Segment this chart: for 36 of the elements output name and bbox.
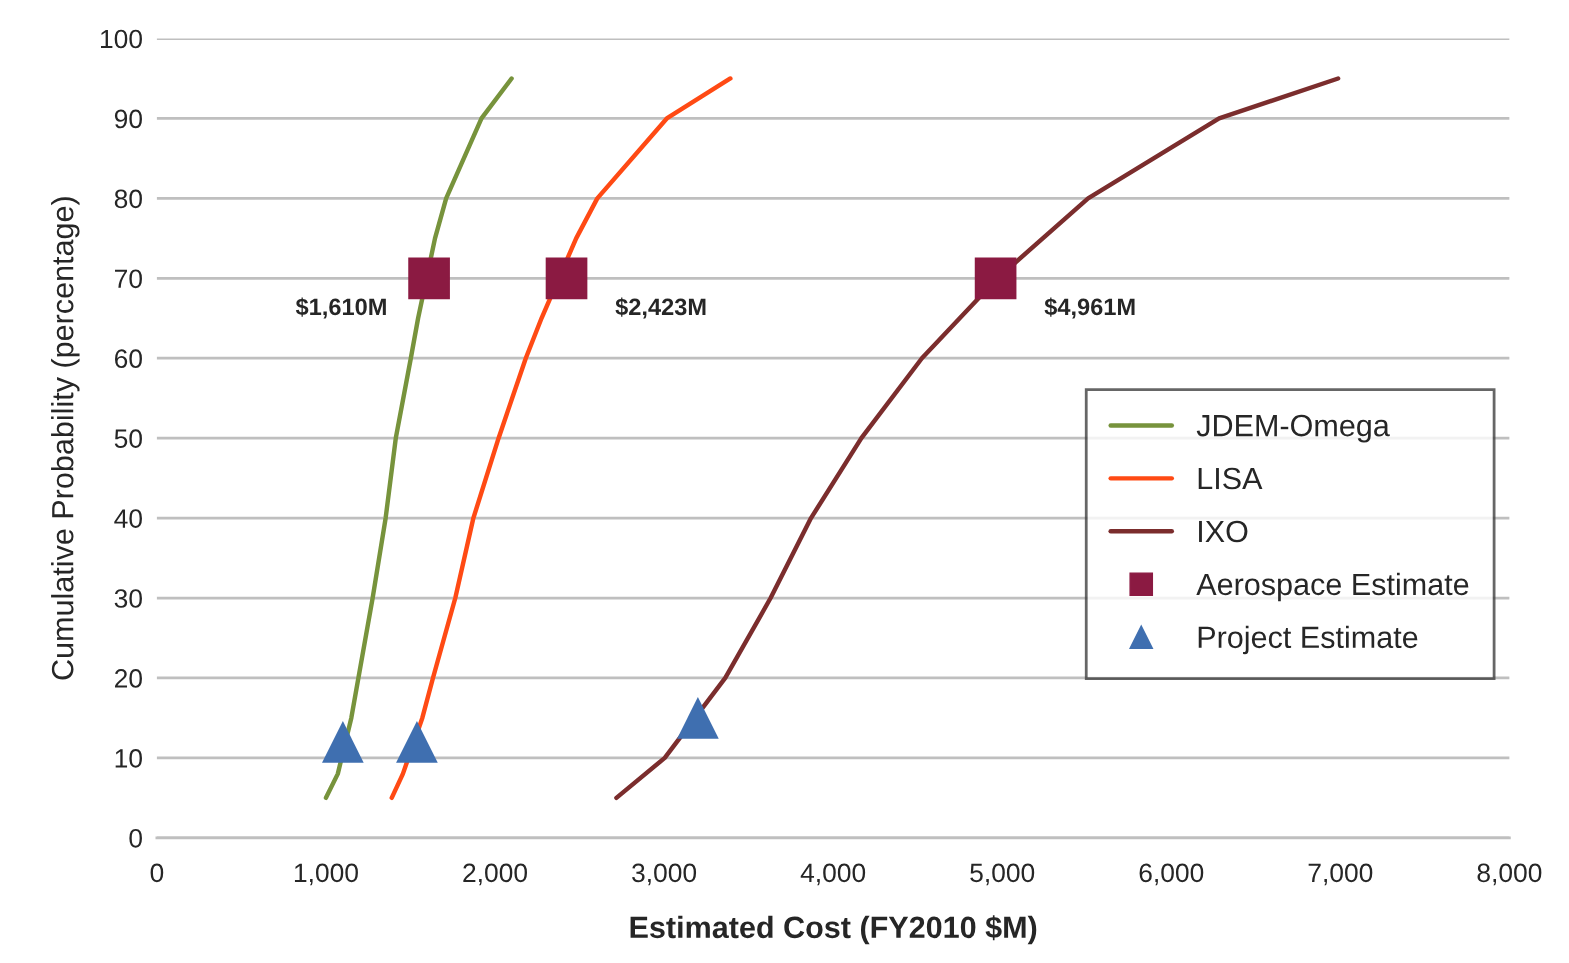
legend-label: Aerospace Estimate: [1196, 572, 1469, 602]
legend-label: Project Estimate: [1198, 625, 1418, 655]
legend-label: IXO: [1199, 520, 1248, 543]
point: [974, 257, 1017, 300]
y-tick-label: 40: [114, 509, 142, 528]
y-tick-label: 30: [114, 589, 142, 608]
x-tick-label: 8,000: [1477, 863, 1542, 886]
y-tick-label: 60: [115, 349, 142, 369]
y-tick-label: 50: [114, 429, 142, 448]
point: [545, 257, 588, 300]
legend-label: JDEM-Omega: [1196, 414, 1390, 443]
x-axis-title: Estimated Cost (FY2010 $M): [630, 915, 1037, 945]
point: [322, 721, 364, 763]
point: [677, 697, 719, 739]
y-tick-label: 100: [101, 29, 142, 49]
x-tick-label: 6,000: [1139, 863, 1204, 886]
y-axis-title: Cumulative Probability (percentage): [51, 197, 80, 680]
y-tick-label: 0: [129, 828, 142, 848]
x-tick-label: 1,000: [294, 863, 358, 886]
x-tick-label: 3,000: [632, 863, 697, 886]
annotation: $2,423M: [615, 297, 706, 319]
annotation: $4,961M: [1044, 297, 1135, 319]
y-tick-label: 20: [114, 669, 142, 688]
x-tick-label: 2,000: [463, 863, 528, 886]
point: [396, 721, 438, 763]
y-tick-label: 10: [115, 749, 142, 768]
annotation: $1,610M: [295, 297, 386, 319]
legend-label: LISA: [1198, 467, 1263, 490]
y-tick-label: 80: [114, 189, 142, 209]
x-tick-label: 5,000: [970, 863, 1035, 886]
x-tick-label: 0: [150, 863, 164, 883]
point: [408, 257, 450, 300]
y-tick-label: 90: [114, 109, 142, 129]
x-tick-label: 7,000: [1308, 863, 1373, 886]
y-tick-label: 70: [115, 269, 142, 289]
x-tick-label: 4,000: [800, 863, 866, 886]
